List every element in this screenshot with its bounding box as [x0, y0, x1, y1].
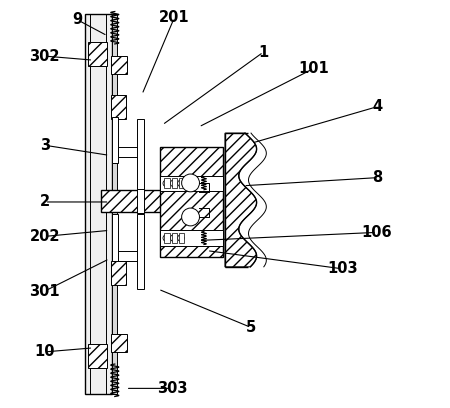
Text: 201: 201 — [159, 10, 189, 25]
Text: 106: 106 — [362, 225, 392, 240]
Text: 101: 101 — [299, 61, 329, 76]
Bar — [164, 233, 170, 243]
Bar — [137, 188, 144, 213]
Bar — [171, 178, 177, 188]
Bar — [85, 13, 112, 395]
Circle shape — [170, 180, 177, 186]
Bar — [160, 147, 223, 257]
Bar — [112, 13, 117, 395]
Bar — [111, 261, 126, 285]
Bar — [117, 251, 140, 261]
Text: 1: 1 — [258, 44, 269, 60]
Bar — [171, 233, 177, 243]
Text: 2: 2 — [40, 195, 50, 209]
Circle shape — [163, 180, 170, 186]
Text: 4: 4 — [372, 99, 382, 114]
Bar — [117, 147, 140, 157]
Text: 8: 8 — [372, 170, 382, 185]
Bar — [160, 231, 223, 246]
Circle shape — [163, 235, 170, 241]
Bar — [179, 233, 184, 243]
Text: 9: 9 — [72, 12, 82, 27]
Bar — [179, 178, 184, 188]
Text: 3: 3 — [40, 138, 50, 153]
Bar — [111, 334, 127, 352]
Bar — [160, 175, 223, 191]
Circle shape — [182, 208, 199, 226]
Bar — [111, 56, 127, 74]
Text: 202: 202 — [29, 229, 60, 244]
Circle shape — [178, 235, 184, 241]
Text: 302: 302 — [29, 49, 60, 64]
Circle shape — [170, 235, 177, 241]
Text: 10: 10 — [35, 344, 55, 359]
Bar — [101, 190, 180, 212]
Text: 303: 303 — [157, 381, 188, 396]
Text: 103: 103 — [327, 262, 358, 276]
Bar — [111, 95, 126, 119]
Text: 301: 301 — [29, 284, 60, 299]
Circle shape — [178, 180, 184, 186]
Bar — [89, 42, 108, 66]
Polygon shape — [225, 133, 256, 267]
Text: 5: 5 — [246, 320, 256, 335]
Circle shape — [182, 174, 199, 192]
Bar — [112, 214, 117, 261]
Bar — [164, 178, 170, 188]
Bar — [89, 344, 108, 368]
Bar — [137, 214, 144, 289]
Bar — [137, 119, 144, 192]
Bar — [112, 117, 117, 164]
